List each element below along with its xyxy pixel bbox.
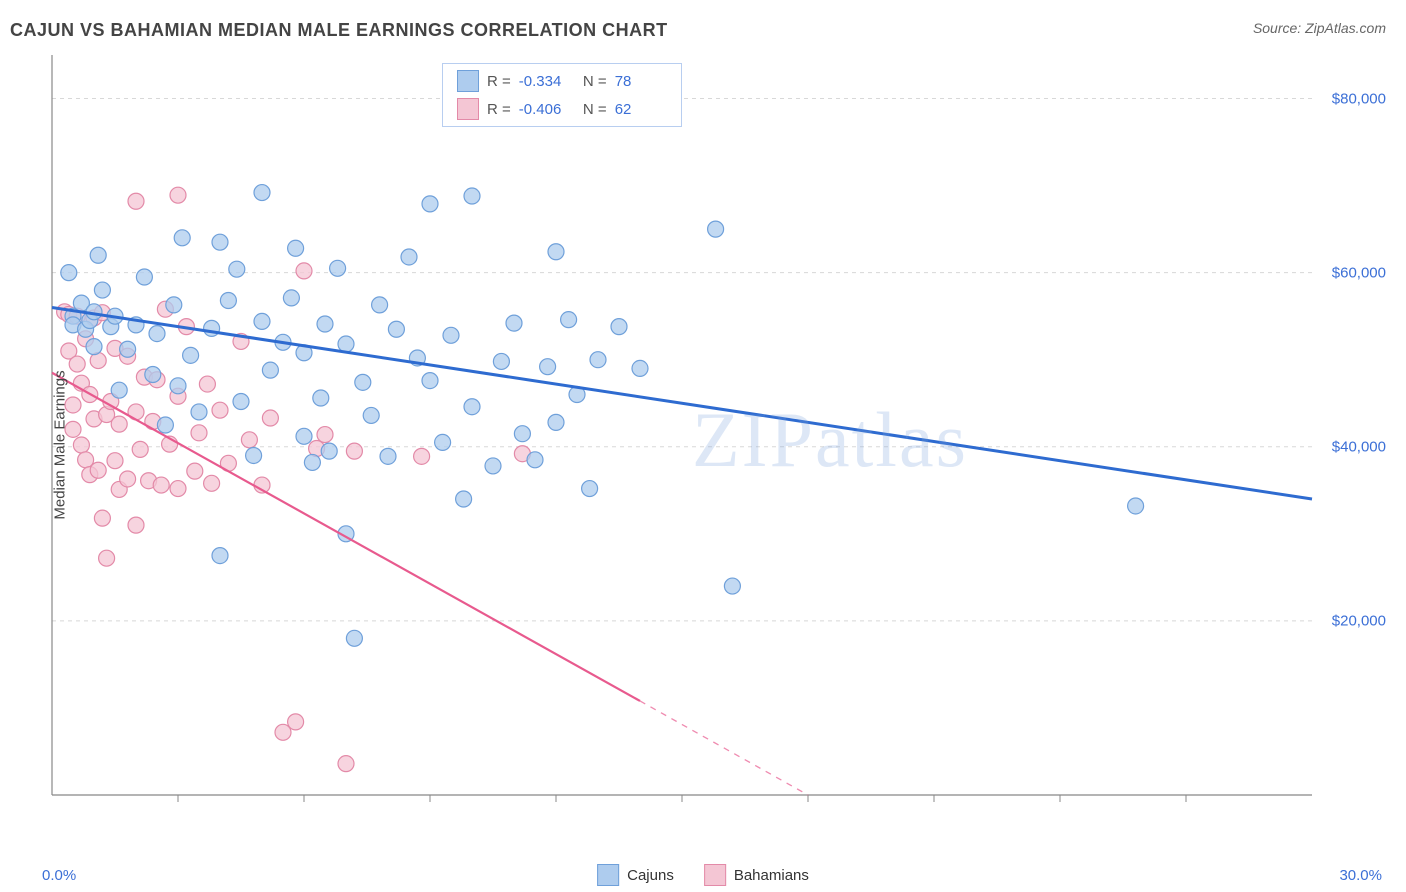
- swatch-bahamians: [704, 864, 726, 886]
- r-label: R =: [487, 101, 511, 118]
- chart-title: CAJUN VS BAHAMIAN MEDIAN MALE EARNINGS C…: [10, 20, 668, 41]
- swatch-bahamians: [457, 98, 479, 120]
- n-label: N =: [579, 73, 607, 90]
- y-tick-label: $20,000: [1332, 612, 1386, 629]
- n-value-bahamians: 62: [615, 101, 667, 118]
- r-value-bahamians: -0.406: [519, 101, 571, 118]
- swatch-cajuns: [597, 864, 619, 886]
- y-tick-label: $80,000: [1332, 90, 1386, 107]
- source-label: Source: ZipAtlas.com: [1253, 20, 1386, 36]
- chart-container: CAJUN VS BAHAMIAN MEDIAN MALE EARNINGS C…: [0, 0, 1406, 892]
- x-tick-left: 0.0%: [42, 867, 76, 884]
- y-axis-label: Median Male Earnings: [52, 370, 69, 519]
- legend-row-cajuns: R = -0.334 N = 78: [457, 70, 667, 92]
- y-tick-label: $40,000: [1332, 438, 1386, 455]
- legend-item-bahamians: Bahamians: [704, 864, 809, 886]
- n-label: N =: [579, 101, 607, 118]
- swatch-cajuns: [457, 70, 479, 92]
- legend-item-cajuns: Cajuns: [597, 864, 674, 886]
- plot-area: Median Male Earnings R = -0.334 N = 78 R…: [42, 55, 1382, 835]
- stats-legend: R = -0.334 N = 78 R = -0.406 N = 62: [442, 63, 682, 127]
- plot-svg: [42, 55, 1382, 835]
- series-legend: Cajuns Bahamians: [597, 864, 809, 886]
- r-value-cajuns: -0.334: [519, 73, 571, 90]
- legend-label-bahamians: Bahamians: [734, 867, 809, 884]
- legend-label-cajuns: Cajuns: [627, 867, 674, 884]
- y-tick-label: $60,000: [1332, 264, 1386, 281]
- r-label: R =: [487, 73, 511, 90]
- x-tick-right: 30.0%: [1339, 867, 1382, 884]
- legend-row-bahamians: R = -0.406 N = 62: [457, 98, 667, 120]
- n-value-cajuns: 78: [615, 73, 667, 90]
